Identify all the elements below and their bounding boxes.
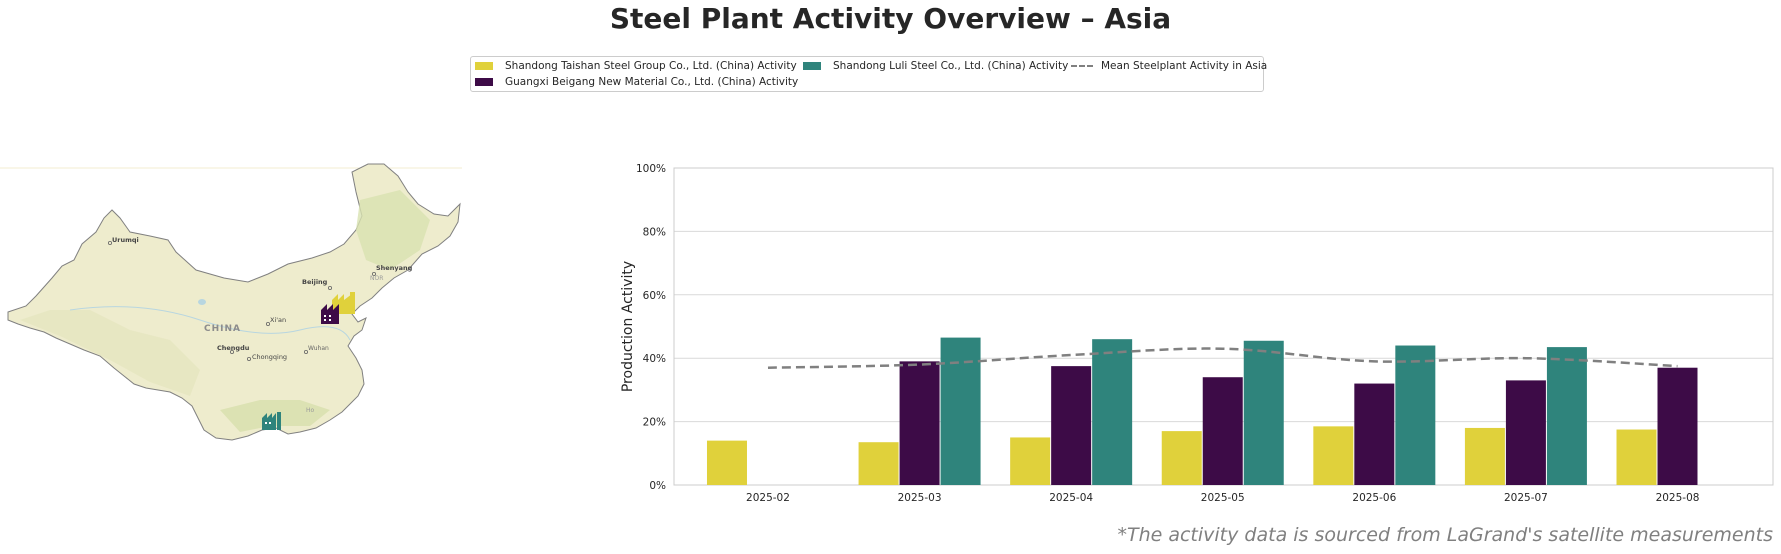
city-beijing: Beijing <box>302 278 332 291</box>
faded-label-nor: NOR <box>370 275 383 282</box>
legend-label-mean: Mean Steelplant Activity in Asia <box>1101 60 1268 72</box>
y-tick-label: 40% <box>643 353 666 365</box>
legend-label-beigang: Guangxi Beigang New Material Co., Ltd. (… <box>505 76 799 88</box>
terrain-shading-northeast <box>356 190 430 270</box>
y-tick-label: 100% <box>636 163 666 175</box>
city-wuhan: Wuhan <box>303 345 329 354</box>
bar-luli <box>940 337 981 485</box>
bar-taishan <box>858 442 899 485</box>
lake <box>198 299 206 305</box>
bar-taishan <box>706 440 747 485</box>
city-chongqing: Chongqing <box>246 353 287 361</box>
legend-line-mean <box>1071 65 1093 67</box>
terrain-shading-west <box>20 310 200 396</box>
legend-swatch-luli <box>803 62 821 70</box>
factory-icon-beigang <box>321 304 339 324</box>
bar-taishan <box>1010 437 1051 485</box>
bar-taishan <box>1616 429 1657 485</box>
x-tick-label: 2025-08 <box>1656 492 1700 504</box>
bar-beigang <box>899 361 940 485</box>
legend-label-luli: Shandong Luli Steel Co., Ltd. (China) Ac… <box>833 60 1069 72</box>
x-tick-label: 2025-02 <box>746 492 790 504</box>
y-axis-label: Production Activity <box>620 261 636 392</box>
chart-title: Steel Plant Activity Overview – Asia <box>609 2 1172 35</box>
x-tick-label: 2025-05 <box>1201 492 1245 504</box>
city-label-chengdu: Chengdu <box>217 344 250 352</box>
faded-label-ho: Ho <box>306 407 315 414</box>
bar-beigang <box>1051 366 1092 485</box>
y-tick-label: 0% <box>649 480 666 492</box>
city-urumqi: Urumqi <box>108 236 139 246</box>
bar-beigang <box>1354 383 1395 485</box>
city-label-xian: Xi'an <box>270 316 286 324</box>
bar-luli <box>1092 339 1133 485</box>
bar-luli <box>1546 347 1587 485</box>
legend: Shandong Taishan Steel Group Co., Ltd. (… <box>470 56 1268 92</box>
x-tick-label: 2025-03 <box>898 492 942 504</box>
bar-luli <box>1395 345 1436 485</box>
city-label-beijing: Beijing <box>302 278 328 286</box>
y-tick-label: 80% <box>643 226 666 238</box>
legend-label-taishan: Shandong Taishan Steel Group Co., Ltd. (… <box>505 60 797 72</box>
bar-taishan <box>1464 427 1505 485</box>
x-tick-label: 2025-04 <box>1049 492 1093 504</box>
mean-activity-line <box>767 347 1678 369</box>
y-tick-label: 20% <box>643 417 666 429</box>
city-label-urumqi: Urumqi <box>112 236 139 244</box>
bar-taishan <box>1313 426 1354 485</box>
x-tick-label: 2025-06 <box>1352 492 1396 504</box>
bar-beigang <box>1657 367 1698 485</box>
country-label: CHINA <box>204 324 241 334</box>
city-label-wuhan: Wuhan <box>308 345 329 352</box>
legend-swatch-beigang <box>475 78 493 86</box>
bar-beigang <box>1505 380 1546 485</box>
bar-luli <box>1243 340 1284 485</box>
city-chengdu: Chengdu <box>217 344 250 354</box>
city-shenyang: Shenyang <box>371 264 413 277</box>
bar-beigang <box>1202 377 1243 485</box>
china-map: Urumqi Beijing Shenyang Xi'an Chengdu Ch… <box>0 163 462 441</box>
river <box>69 306 351 341</box>
city-label-chongqing: Chongqing <box>252 353 287 361</box>
city-xian: Xi'an <box>265 316 286 326</box>
city-label-shenyang: Shenyang <box>376 264 413 272</box>
factory-icon-luli <box>262 412 281 430</box>
source-note: *The activity data is sourced from LaGra… <box>1117 524 1773 546</box>
legend-swatch-taishan <box>475 62 493 70</box>
bar-taishan <box>1161 431 1202 485</box>
y-tick-label: 60% <box>643 290 666 302</box>
china-outline <box>7 163 461 441</box>
x-tick-label: 2025-07 <box>1504 492 1548 504</box>
